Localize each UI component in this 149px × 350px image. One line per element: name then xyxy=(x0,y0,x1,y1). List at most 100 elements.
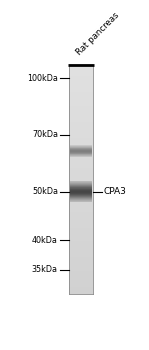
Bar xyxy=(70,156,92,157)
Bar xyxy=(69,131,93,134)
Bar xyxy=(69,90,93,92)
Bar xyxy=(69,179,93,182)
Bar xyxy=(69,80,93,83)
Bar xyxy=(70,196,92,197)
Bar xyxy=(69,170,93,173)
Bar xyxy=(70,153,92,154)
Bar xyxy=(69,289,93,292)
Bar xyxy=(69,229,93,232)
Bar xyxy=(70,183,92,184)
Bar xyxy=(70,194,92,195)
Bar xyxy=(69,278,93,280)
Bar xyxy=(69,78,93,81)
Bar xyxy=(69,273,93,276)
Bar xyxy=(70,145,92,146)
Text: CPA3: CPA3 xyxy=(104,187,126,196)
Bar xyxy=(69,181,93,184)
Bar xyxy=(69,261,93,264)
Bar xyxy=(69,250,93,253)
Bar xyxy=(69,124,93,127)
Bar xyxy=(70,195,92,196)
Bar xyxy=(69,117,93,120)
Bar xyxy=(70,197,92,198)
Bar xyxy=(70,188,92,189)
Bar xyxy=(69,254,93,257)
Bar xyxy=(69,199,93,202)
Bar xyxy=(69,234,93,237)
Bar xyxy=(69,193,93,196)
Bar xyxy=(69,236,93,239)
Bar xyxy=(69,287,93,289)
Bar xyxy=(69,126,93,129)
Bar xyxy=(70,198,92,199)
Bar xyxy=(69,266,93,269)
Bar xyxy=(69,106,93,108)
Bar xyxy=(69,211,93,214)
Bar xyxy=(69,99,93,101)
Bar xyxy=(69,147,93,150)
Bar xyxy=(69,243,93,246)
Bar xyxy=(69,138,93,140)
Bar xyxy=(70,153,92,154)
Bar xyxy=(69,190,93,193)
Bar xyxy=(69,268,93,271)
Bar xyxy=(69,71,93,74)
Bar xyxy=(69,241,93,244)
Bar xyxy=(70,196,92,197)
Bar xyxy=(69,92,93,95)
Bar xyxy=(69,128,93,131)
Bar xyxy=(70,150,92,151)
Bar xyxy=(69,218,93,221)
Bar xyxy=(70,147,92,148)
Bar xyxy=(70,149,92,150)
Bar xyxy=(69,101,93,104)
Bar xyxy=(69,259,93,262)
Bar xyxy=(69,158,93,161)
Bar xyxy=(69,119,93,122)
Bar xyxy=(69,165,93,168)
Bar xyxy=(70,148,92,149)
Bar xyxy=(70,147,92,148)
Bar xyxy=(69,94,93,97)
Bar xyxy=(69,209,93,211)
Bar xyxy=(69,103,93,106)
Bar xyxy=(69,76,93,79)
Bar xyxy=(69,172,93,175)
Bar xyxy=(70,149,92,150)
Bar xyxy=(69,177,93,180)
Bar xyxy=(70,151,92,152)
Bar xyxy=(69,206,93,209)
Bar xyxy=(69,202,93,205)
Bar xyxy=(70,188,92,189)
Bar xyxy=(70,146,92,147)
Bar xyxy=(69,142,93,145)
Bar xyxy=(69,108,93,111)
Bar xyxy=(70,150,92,151)
Text: 70kDa: 70kDa xyxy=(32,131,58,140)
Bar xyxy=(69,112,93,115)
Bar xyxy=(70,154,92,155)
Bar xyxy=(69,161,93,163)
Bar xyxy=(69,85,93,88)
Bar xyxy=(70,152,92,153)
Bar xyxy=(69,145,93,147)
Bar xyxy=(69,152,93,154)
Bar xyxy=(69,252,93,255)
Bar xyxy=(70,146,92,147)
Bar xyxy=(69,232,93,235)
Bar xyxy=(69,167,93,170)
Bar xyxy=(69,284,93,287)
Bar xyxy=(70,155,92,156)
Bar xyxy=(70,186,92,187)
Bar xyxy=(69,97,93,99)
Text: 35kDa: 35kDa xyxy=(32,265,58,274)
Bar xyxy=(70,185,92,186)
Bar xyxy=(69,223,93,225)
Bar xyxy=(69,213,93,216)
Bar xyxy=(70,193,92,194)
Bar xyxy=(70,186,92,187)
Bar xyxy=(69,271,93,273)
Bar xyxy=(69,225,93,228)
Text: Rat pancreas: Rat pancreas xyxy=(75,10,121,57)
Bar xyxy=(70,187,92,188)
